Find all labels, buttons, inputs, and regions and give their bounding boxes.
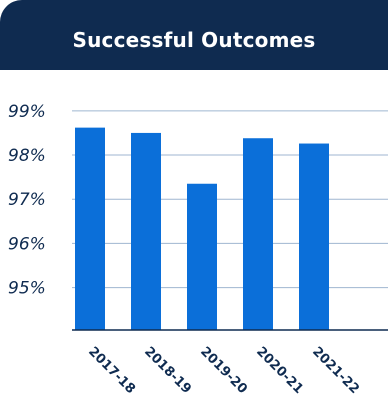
chart-header: Successful Outcomes	[0, 0, 388, 70]
y-tick-label: 98%	[8, 146, 46, 166]
bars	[75, 127, 329, 331]
y-tick-label: 97%	[8, 190, 46, 210]
bar-2018-19	[131, 132, 161, 330]
bar-2021-22	[299, 143, 329, 330]
y-tick-label: 95%	[8, 279, 46, 299]
x-tick-label: 2020-21	[253, 344, 306, 396]
x-tick-label: 2019-20	[197, 344, 250, 396]
bar-2017-18	[75, 127, 105, 331]
x-tick-label: 2017-18	[85, 344, 138, 396]
x-tick-label: 2021-22	[309, 344, 362, 396]
chart-title: Successful Outcomes	[72, 28, 316, 52]
x-axis-labels: 2017-18 2018-19 2019-20 2020-21 2021-22	[85, 344, 362, 396]
bar-2019-20	[187, 183, 217, 330]
y-axis-ticks: 95% 96% 97% 98% 99%	[8, 102, 46, 299]
y-tick-label: 96%	[8, 234, 46, 254]
x-tick-label: 2018-19	[141, 344, 194, 396]
bar-2020-21	[243, 138, 273, 330]
y-tick-label: 99%	[8, 102, 46, 122]
gridlines	[72, 110, 388, 289]
